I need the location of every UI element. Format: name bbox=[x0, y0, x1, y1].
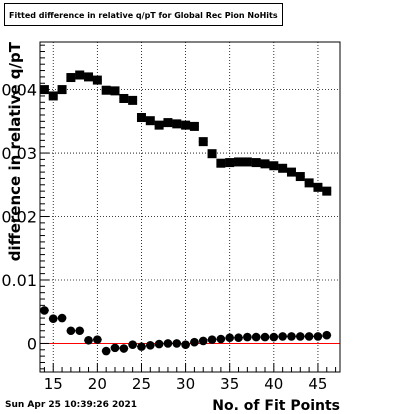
data-point-circle bbox=[251, 332, 261, 342]
x-tick-label: 25 bbox=[132, 375, 151, 393]
data-point-circle bbox=[119, 344, 129, 353]
data-point-circle bbox=[313, 332, 323, 341]
data-point-circle bbox=[322, 330, 332, 340]
data-point-square bbox=[251, 158, 261, 168]
data-point-circle bbox=[75, 326, 85, 336]
data-point-square bbox=[48, 91, 58, 101]
data-point-square bbox=[172, 119, 182, 129]
data-point-square bbox=[234, 157, 244, 167]
data-point-square bbox=[242, 157, 252, 167]
data-point-circle bbox=[93, 335, 102, 344]
data-point-square bbox=[304, 178, 314, 188]
data-point-circle bbox=[198, 336, 208, 346]
data-point-circle bbox=[278, 332, 287, 341]
data-point-square bbox=[136, 113, 146, 123]
y-tick-label: 0.01 bbox=[1, 271, 37, 290]
data-point-square bbox=[119, 93, 129, 103]
x-tick-label: 35 bbox=[220, 375, 239, 393]
data-point-square bbox=[189, 121, 199, 131]
data-point-square bbox=[260, 159, 270, 169]
data-point-circle bbox=[57, 313, 67, 323]
data-point-square bbox=[57, 85, 67, 95]
data-point-circle bbox=[269, 332, 279, 342]
data-point-square bbox=[295, 172, 305, 182]
data-point-circle bbox=[172, 339, 182, 348]
data-point-square bbox=[110, 86, 120, 96]
x-axis-label: No. of Fit Points bbox=[212, 398, 340, 414]
data-point-circle bbox=[137, 342, 146, 351]
y-tick-label: 0.02 bbox=[1, 208, 37, 227]
data-point-square bbox=[75, 70, 85, 80]
data-point-circle bbox=[110, 343, 120, 353]
data-point-square bbox=[145, 116, 155, 126]
data-point-circle bbox=[66, 326, 76, 336]
data-point-circle bbox=[163, 339, 173, 348]
data-point-circle bbox=[128, 340, 137, 350]
data-point-circle bbox=[225, 333, 235, 343]
plot-frame bbox=[39, 41, 341, 373]
x-tick-label: 15 bbox=[44, 375, 63, 393]
data-point-square bbox=[101, 85, 111, 95]
data-point-square bbox=[66, 73, 76, 83]
data-point-circle bbox=[40, 306, 49, 315]
data-point-circle bbox=[145, 341, 155, 350]
data-point-square bbox=[92, 75, 102, 85]
y-tick-label: 0.04 bbox=[1, 81, 37, 100]
data-point-circle bbox=[101, 346, 111, 356]
data-point-circle bbox=[154, 339, 164, 349]
data-point-circle bbox=[181, 340, 190, 350]
data-point-square bbox=[198, 137, 208, 147]
axes: 15 20 25 30 35 40 45 0 0.01 0.02 0.03 0.04 bbox=[1, 44, 337, 393]
timestamp-footer: Sun Apr 25 10:39:26 2021 bbox=[5, 400, 138, 410]
data-point-square bbox=[286, 167, 296, 177]
data-point-circle bbox=[216, 334, 226, 344]
data-point-square bbox=[278, 163, 288, 173]
y-tick-label: 0.03 bbox=[1, 144, 37, 163]
data-point-square bbox=[84, 72, 94, 82]
x-tick-label: 20 bbox=[88, 375, 107, 393]
data-point-square bbox=[216, 158, 226, 168]
data-point-circle bbox=[295, 332, 305, 341]
data-point-square bbox=[154, 120, 164, 130]
x-tick-label: 45 bbox=[308, 375, 327, 393]
data-point-square bbox=[163, 118, 173, 128]
data-point-square bbox=[225, 158, 235, 168]
data-point-circle bbox=[304, 332, 314, 341]
data-point-circle bbox=[84, 335, 93, 345]
data-point-square bbox=[269, 161, 279, 171]
data-point-circle bbox=[234, 333, 243, 343]
grid-lines bbox=[40, 42, 340, 372]
data-point-square bbox=[313, 182, 323, 192]
y-axis-label: difference in relative q/pT bbox=[6, 41, 24, 261]
x-tick-label: 40 bbox=[264, 375, 283, 393]
x-tick-label: 30 bbox=[176, 375, 195, 393]
y-tick-label: 0 bbox=[27, 334, 37, 353]
data-point-square bbox=[181, 120, 191, 130]
chart-title: Fitted difference in relative q/pT for G… bbox=[4, 3, 283, 26]
data-point-circle bbox=[190, 337, 199, 347]
data-point-square bbox=[322, 186, 332, 196]
data-point-circle bbox=[48, 314, 58, 323]
data-point-circle bbox=[207, 335, 217, 344]
data-point-square bbox=[128, 95, 138, 105]
data-point-square bbox=[207, 149, 217, 159]
data-point-circle bbox=[260, 332, 270, 342]
data-point-circle bbox=[243, 332, 252, 342]
data-point-circle bbox=[287, 332, 296, 341]
